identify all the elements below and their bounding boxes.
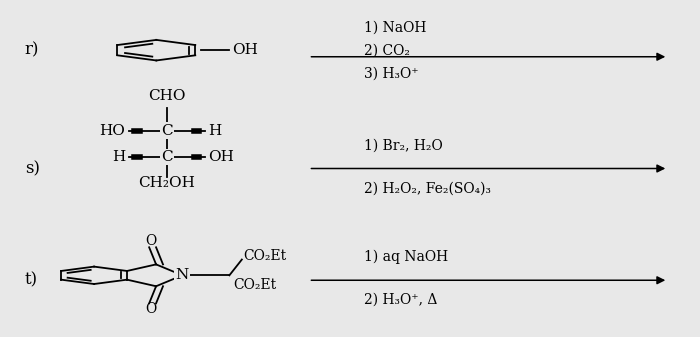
Text: 3) H₃O⁺: 3) H₃O⁺: [364, 66, 419, 80]
Text: CH₂OH: CH₂OH: [139, 176, 195, 190]
Text: 2) H₃O⁺, Δ: 2) H₃O⁺, Δ: [364, 293, 438, 307]
Text: 1) NaOH: 1) NaOH: [364, 20, 426, 34]
Text: CO₂Et: CO₂Et: [233, 278, 276, 292]
Text: 2) H₂O₂, Fe₂(SO₄)₃: 2) H₂O₂, Fe₂(SO₄)₃: [364, 181, 491, 195]
Text: C: C: [161, 150, 172, 164]
Text: s): s): [25, 160, 40, 177]
Text: OH: OH: [232, 43, 258, 57]
Text: r): r): [25, 42, 39, 59]
Text: O: O: [145, 302, 156, 316]
Text: HO: HO: [99, 124, 125, 138]
Text: N: N: [176, 268, 189, 282]
Text: 1) Br₂, H₂O: 1) Br₂, H₂O: [364, 139, 442, 153]
Text: O: O: [145, 235, 156, 248]
Text: H: H: [112, 150, 125, 164]
Text: CO₂Et: CO₂Et: [243, 249, 286, 263]
Text: CHO: CHO: [148, 89, 186, 103]
Text: t): t): [25, 272, 38, 289]
Text: OH: OH: [208, 150, 234, 164]
Text: 2) CO₂: 2) CO₂: [364, 43, 409, 57]
Text: 1) aq NaOH: 1) aq NaOH: [364, 250, 448, 265]
Text: H: H: [208, 124, 221, 138]
Text: C: C: [161, 124, 172, 138]
